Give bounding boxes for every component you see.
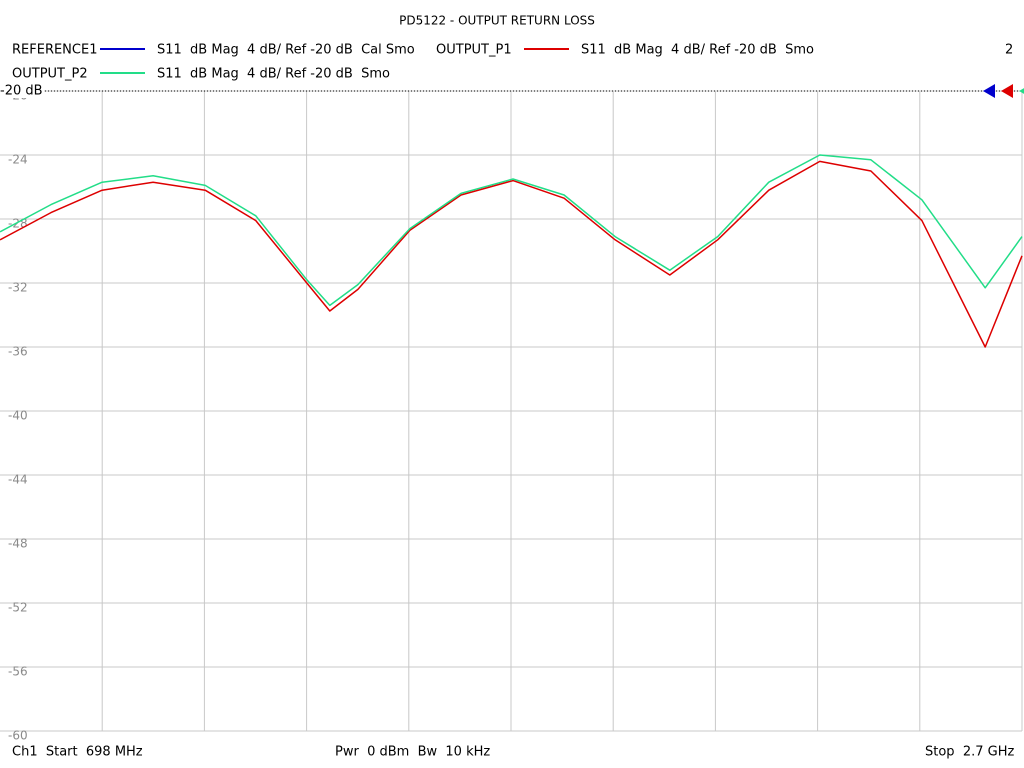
legend-description: S11 dB Mag 4 dB/ Ref -20 dB Smo (581, 43, 814, 58)
reference-label: -20 dB (0, 84, 43, 99)
legend-name: OUTPUT_P1 (436, 43, 512, 58)
y-tick-label: -56 (8, 665, 28, 679)
y-tick-label: -36 (8, 345, 28, 359)
y-tick-label: -52 (8, 601, 28, 615)
trace (0, 154, 1023, 307)
y-tick-label: -40 (8, 409, 28, 423)
reference-marker (1019, 88, 1024, 94)
footer-power: Pwr 0 dBm Bw 10 kHz (335, 745, 490, 760)
legend-description: S11 dB Mag 4 dB/ Ref -20 dB Cal Smo (157, 43, 415, 58)
footer-start: Ch1 Start 698 MHz (12, 745, 143, 760)
y-tick-label: -48 (8, 537, 28, 551)
chart-title: PD5122 - OUTPUT RETURN LOSS (399, 14, 595, 28)
legend-name: OUTPUT_P2 (12, 67, 88, 82)
legend-description: S11 dB Mag 4 dB/ Ref -20 dB Smo (157, 67, 390, 82)
y-tick-label: -32 (8, 281, 28, 295)
footer-stop: Stop 2.7 GHz (925, 745, 1014, 760)
trace (0, 160, 1023, 348)
reference-marker (1001, 84, 1013, 98)
y-tick-label: -24 (8, 153, 28, 167)
channel-number: 2 (1005, 43, 1013, 58)
reference-marker (983, 84, 995, 98)
reference-label-bg (0, 82, 44, 98)
legend-name: REFERENCE1 (12, 43, 97, 58)
y-tick-label: -44 (8, 473, 28, 487)
y-tick-label: -60 (8, 729, 28, 743)
